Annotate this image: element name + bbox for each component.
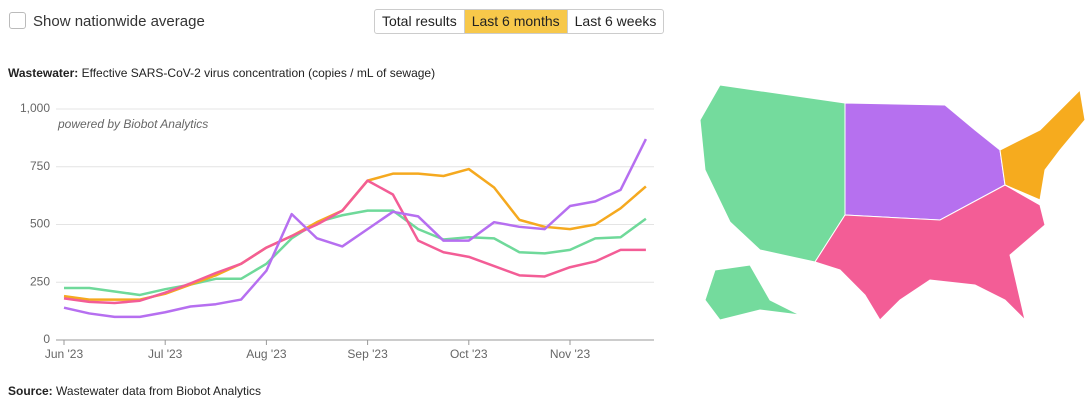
line	[64, 209, 647, 297]
x-tick-label: Aug '23	[246, 347, 287, 361]
y-tick-label: 1,000	[20, 101, 50, 115]
title-prefix: Wastewater:	[8, 66, 79, 80]
x-tick-label: Oct '23	[450, 347, 488, 361]
map-region-northeast	[999, 88, 1086, 201]
line	[63, 179, 646, 305]
x-tick-label: Nov '23	[550, 347, 591, 361]
range-button[interactable]: Last 6 weeks	[566, 10, 664, 33]
x-tick-label: Jun '23	[45, 347, 84, 361]
us-map	[699, 84, 1086, 322]
range-buttons: Total results Last 6 months Last 6 weeks	[374, 9, 665, 34]
source-text: Wastewater data from Biobot Analytics	[56, 384, 262, 398]
x-tick-label: Sep '23	[347, 347, 388, 361]
source: Source: Wastewater data from Biobot Anal…	[8, 384, 261, 398]
title-text: Effective SARS-CoV-2 virus concentration…	[81, 66, 436, 80]
checkbox[interactable]	[9, 12, 26, 29]
y-tick-label: 500	[30, 217, 50, 231]
x-tick-label: Jul '23	[148, 347, 183, 361]
y-tick-label: 250	[30, 274, 50, 288]
annotation: powered by Biobot Analytics	[57, 117, 208, 131]
map-region-south	[814, 184, 1046, 322]
checkbox-label[interactable]: Show nationwide average	[33, 13, 205, 30]
y-tick-label: 0	[43, 332, 50, 346]
chart-title: Wastewater: Effective SARS-CoV-2 virus c…	[8, 66, 435, 80]
source-label: Source:	[8, 384, 53, 398]
range-button[interactable]: Total results	[382, 13, 457, 29]
line	[63, 167, 647, 301]
map-region-west	[699, 84, 846, 263]
range-button[interactable]: Last 6 months	[463, 10, 567, 33]
line	[63, 138, 648, 319]
y-tick-label: 750	[30, 159, 50, 173]
map-region-alaska	[704, 264, 801, 321]
